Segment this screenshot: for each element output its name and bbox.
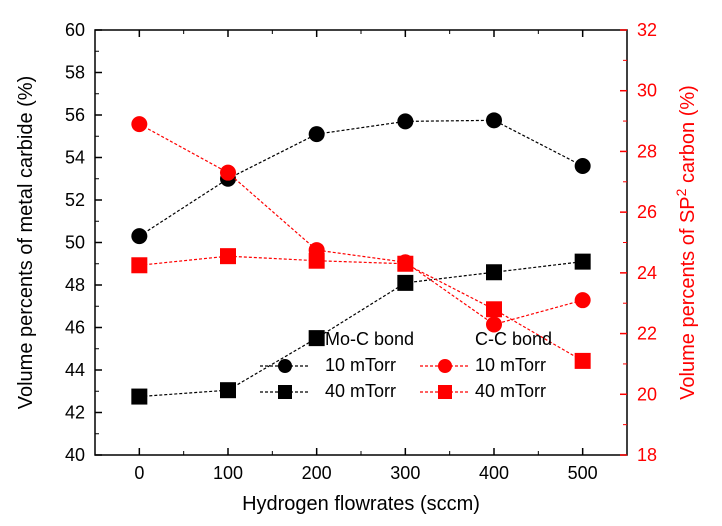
series-line — [139, 124, 582, 324]
yr-tick-label: 32 — [637, 20, 657, 40]
data-point — [575, 158, 591, 174]
x-axis-label: Hydrogen flowrates (sccm) — [242, 493, 480, 515]
series-line — [139, 120, 582, 236]
legend-marker — [438, 359, 452, 373]
legend-col-title: Mo-C bond — [325, 329, 414, 349]
yr-tick-label: 18 — [637, 445, 657, 465]
data-point — [486, 112, 502, 128]
yl-tick-label: 42 — [65, 403, 85, 423]
legend-label: 10 mTorr — [475, 355, 546, 375]
x-tick-label: 300 — [390, 463, 420, 483]
yl-tick-label: 56 — [65, 105, 85, 125]
data-point — [397, 275, 413, 291]
yr-tick-label: 28 — [637, 141, 657, 161]
data-point — [575, 353, 591, 369]
y-left-axis-label: Volume percents of metal carbide (%) — [15, 76, 37, 410]
yr-tick-label: 30 — [637, 81, 657, 101]
yl-tick-label: 44 — [65, 360, 85, 380]
chart-svg: 0 100 200 300 400 500 40 42 44 46 48 50 52 54 56 58 60 18… — [0, 0, 722, 526]
chart-container: 0 100 200 300 400 500 40 42 44 46 48 50 52 54 56 58 60 18… — [0, 0, 722, 526]
data-point — [309, 253, 325, 269]
data-point — [309, 330, 325, 346]
legend-marker — [278, 385, 292, 399]
data-point — [575, 254, 591, 270]
yl-tick-label: 48 — [65, 275, 85, 295]
yr-tick-label: 20 — [637, 384, 657, 404]
x-tick-label: 200 — [302, 463, 332, 483]
yl-tick-label: 40 — [65, 445, 85, 465]
legend-label: 10 mTorr — [325, 355, 396, 375]
data-point — [575, 292, 591, 308]
yr-tick-label: 24 — [637, 263, 657, 283]
data-point — [397, 113, 413, 129]
y-right-axis-label: Volume percents of SP2 carbon (%) — [673, 85, 699, 400]
data-point — [131, 116, 147, 132]
data-point — [220, 165, 236, 181]
yl-tick-label: 46 — [65, 318, 85, 338]
yl-tick-label: 60 — [65, 20, 85, 40]
legend-marker — [438, 385, 452, 399]
data-point — [131, 228, 147, 244]
yr-tick-label: 22 — [637, 324, 657, 344]
yl-tick-label: 52 — [65, 190, 85, 210]
data-point — [220, 248, 236, 264]
legend-col-title: C-C bond — [475, 329, 552, 349]
data-point — [131, 257, 147, 273]
legend-label: 40 mTorr — [475, 381, 546, 401]
data-point — [309, 126, 325, 142]
yr-tick-label: 26 — [637, 202, 657, 222]
data-point — [397, 256, 413, 272]
yl-tick-label: 58 — [65, 63, 85, 83]
x-tick-label: 400 — [479, 463, 509, 483]
x-tick-label: 500 — [568, 463, 598, 483]
legend-label: 40 mTorr — [325, 381, 396, 401]
yl-tick-label: 50 — [65, 233, 85, 253]
data-point — [486, 264, 502, 280]
legend-marker — [278, 359, 292, 373]
data-point — [131, 389, 147, 405]
data-point — [220, 382, 236, 398]
yl-tick-label: 54 — [65, 148, 85, 168]
x-tick-label: 0 — [134, 463, 144, 483]
data-point — [486, 301, 502, 317]
x-tick-label: 100 — [213, 463, 243, 483]
